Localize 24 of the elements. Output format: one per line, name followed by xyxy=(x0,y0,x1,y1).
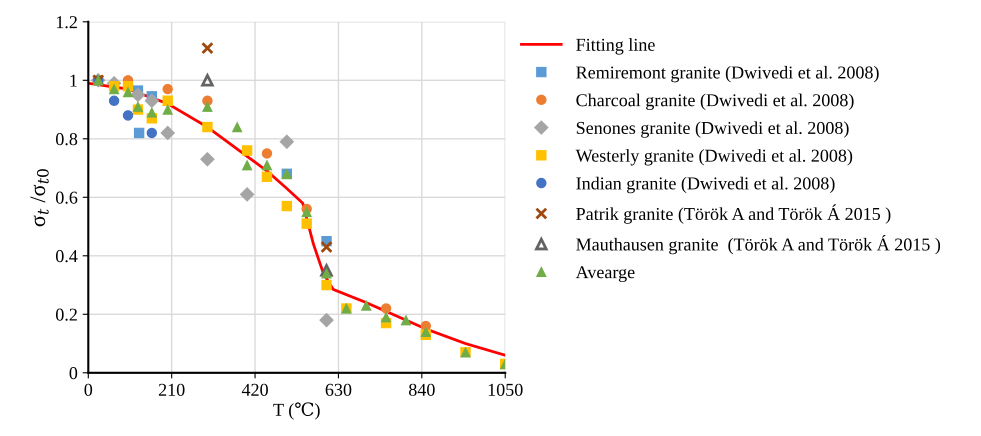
legend-label: Fitting line xyxy=(576,38,655,55)
legend-label: Avearge xyxy=(576,266,635,282)
legend-label: Indian granite (Dwivedi et al. 2008) xyxy=(576,176,835,194)
y-tick-label: 0.2 xyxy=(56,308,77,321)
legend-label: Remiremont granite (Dwivedi et al. 2008) xyxy=(576,66,879,82)
y-tick-label: 1 xyxy=(70,74,77,87)
legend-label: Senones granite (Dwivedi et al. 2008) xyxy=(576,121,849,138)
y-tick-label: 0.8 xyxy=(56,133,78,146)
y-tick-label: 0.6 xyxy=(56,192,78,204)
x-axis-title: T (℃) xyxy=(273,402,320,420)
y-tick-label: 0.4 xyxy=(56,250,78,262)
y-axis-title: σ$_{t}$ /σ$_{t0}$ xyxy=(30,169,49,226)
x-tick-label: 0 xyxy=(84,384,92,396)
legend-label: Patrik granite (Török A and Török Á 2015 ) xyxy=(576,204,890,224)
x-tick-label: 630 xyxy=(326,384,352,396)
y-tick-label: 1.2 xyxy=(56,16,77,28)
y-tick-label: 0 xyxy=(70,367,78,380)
x-tick-label: 1050 xyxy=(488,384,523,396)
legend-label: Westerly granite (Dwivedi et al. 2008) xyxy=(576,149,852,166)
x-tick-label: 840 xyxy=(408,384,435,396)
legend-label: Charcoal granite (Dwivedi et al. 2008) xyxy=(576,94,854,110)
legend-label: Mauthausen granite (Török A and Török Á 2015 ) xyxy=(576,234,940,254)
x-tick-label: 210 xyxy=(158,384,185,396)
x-tick-label: 420 xyxy=(242,384,268,396)
